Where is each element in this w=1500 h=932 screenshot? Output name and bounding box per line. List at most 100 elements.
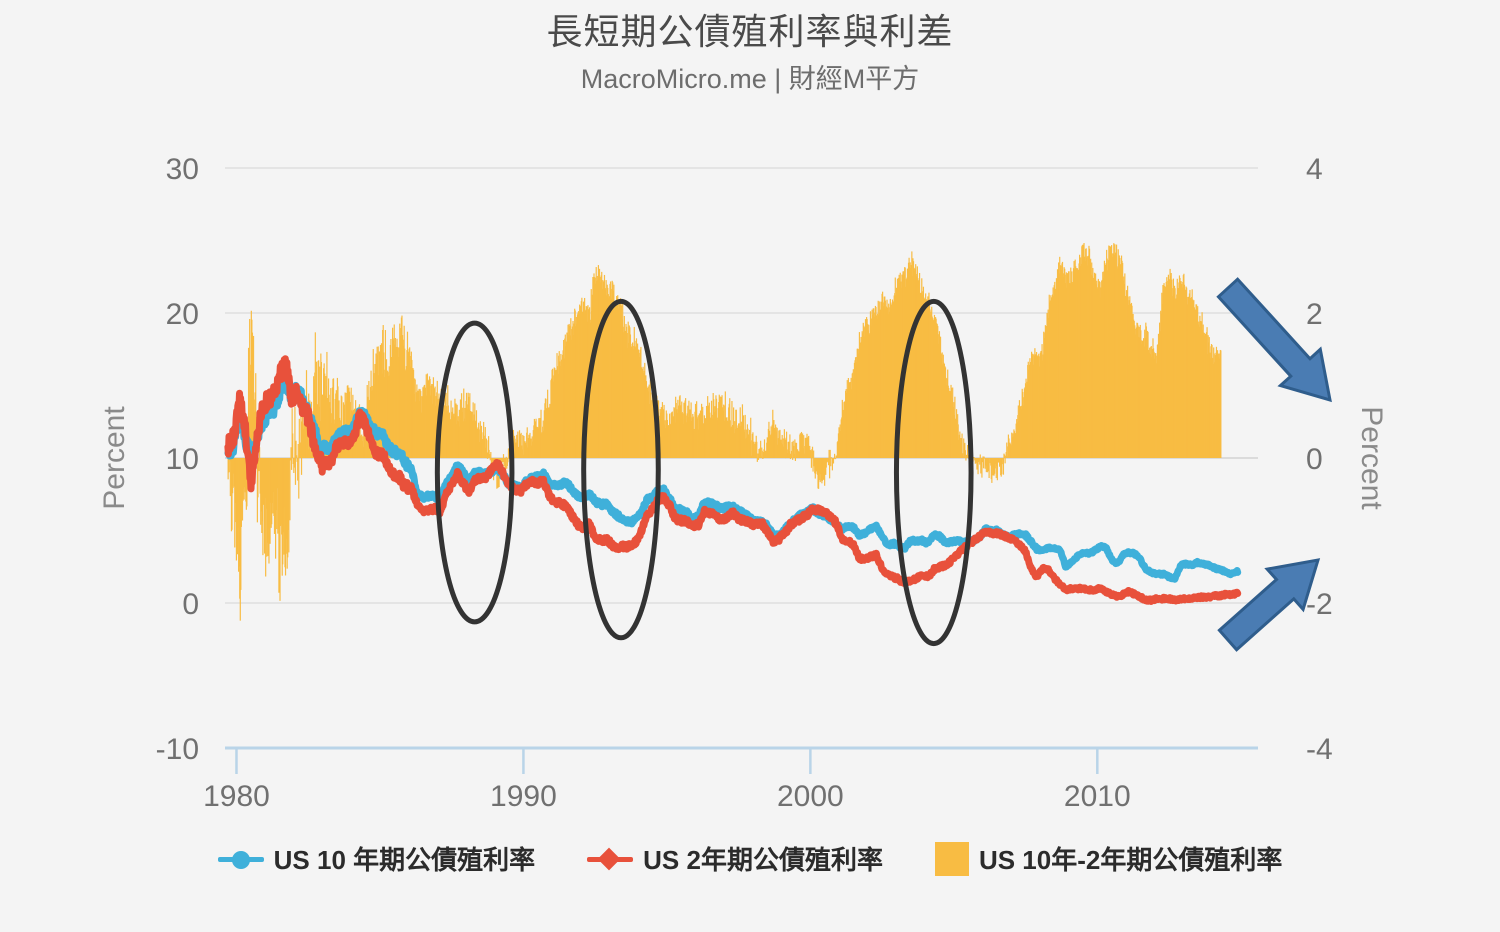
spread-bar — [791, 441, 793, 458]
spread-bar — [255, 373, 257, 458]
spread-bar — [988, 458, 990, 479]
chart-title: 長短期公債殖利率與利差 — [546, 11, 954, 52]
spread-bar — [262, 458, 264, 556]
spread-bar — [762, 458, 764, 459]
spread-bar — [263, 458, 266, 554]
spread-bar — [829, 458, 831, 479]
spread-bar — [289, 458, 291, 521]
spread-bar — [488, 449, 490, 458]
spread-bar — [528, 434, 530, 458]
spread-bar — [785, 431, 788, 458]
spread-bar — [526, 427, 528, 458]
chart-legend: US 10 年期公債殖利率 US 2年期公債殖利率 US 10年-2年期公債殖利… — [0, 840, 1500, 877]
spread-bar — [979, 454, 981, 458]
annotation-ellipse-inversion-2004 — [893, 298, 974, 647]
spread-bar — [808, 435, 810, 458]
spread-bar — [507, 448, 510, 458]
spread-bar — [817, 458, 820, 489]
spread-bar — [779, 429, 781, 458]
spread-bar — [830, 457, 832, 458]
spread-bar — [502, 454, 505, 458]
spread-bar — [485, 438, 487, 458]
spread-bar — [259, 447, 261, 458]
spread-bar — [750, 440, 752, 458]
x-tick-label-2010: 2010 — [1064, 780, 1131, 813]
spread-bar — [489, 458, 491, 461]
series-line-2y — [224, 355, 1242, 605]
spread-bar — [300, 392, 302, 458]
spread-bar — [292, 433, 294, 458]
spread-bar — [986, 458, 989, 473]
spread-bar — [794, 439, 796, 458]
spread-bar — [828, 449, 830, 458]
spread-bar — [983, 456, 985, 458]
spread-bar — [830, 458, 832, 467]
y-right-axis-title: Percent — [1355, 406, 1388, 510]
spread-bar — [964, 450, 966, 458]
spread-bar — [332, 378, 335, 458]
square-swatch-icon — [934, 841, 969, 876]
spread-bar — [252, 335, 255, 458]
spread-bar — [756, 441, 758, 458]
spread-bar — [540, 409, 542, 458]
spread-bar — [789, 458, 792, 460]
y-right-tick-label-2: 2 — [1306, 298, 1323, 331]
legend-label-10y: US 10 年期公債殖利率 — [273, 845, 536, 875]
spread-bar — [977, 458, 979, 475]
spread-bar — [752, 432, 754, 458]
series-spread-area — [227, 243, 1222, 621]
spread-bar — [501, 458, 503, 466]
spread-bar — [979, 458, 981, 465]
annotation-ellipse-steepening-1993 — [581, 298, 661, 641]
spread-bar — [1001, 458, 1003, 475]
spread-bar — [789, 434, 791, 458]
spread-bar — [486, 458, 489, 459]
spread-bar — [299, 442, 301, 458]
spread-bar — [776, 427, 778, 458]
spread-bar — [291, 458, 293, 470]
annotation-ellipse-inversion-1988 — [434, 320, 515, 625]
spread-bar — [488, 436, 490, 458]
spread-bar — [288, 458, 290, 553]
spread-bar — [810, 458, 813, 468]
spread-bar — [273, 458, 276, 534]
spread-bar — [1002, 458, 1005, 475]
spread-bar — [297, 458, 299, 481]
y-left-tick-label-30: 30 — [166, 153, 199, 186]
spread-bar — [803, 446, 805, 458]
spread-bar — [744, 414, 746, 458]
series-line-10y — [224, 374, 1242, 583]
spread-bar — [981, 458, 983, 478]
spread-bar — [994, 458, 996, 474]
spread-bar — [478, 422, 480, 458]
spread-bar — [961, 433, 963, 458]
spread-bar — [522, 434, 524, 458]
legend-item-10y[interactable]: US 10 年期公債殖利率 — [217, 840, 536, 877]
spread-bar — [291, 408, 293, 458]
spread-bar — [279, 458, 281, 601]
spread-bar — [1006, 442, 1008, 458]
spread-bar — [761, 450, 763, 458]
spread-bar — [826, 458, 828, 463]
line-circle-marker-icon — [217, 846, 264, 872]
y-right-tick-label--4: -4 — [1306, 733, 1333, 766]
y-left-axis-title: Percent — [98, 406, 131, 510]
spread-bar — [290, 447, 292, 458]
spread-bar — [294, 406, 296, 458]
spread-bar — [827, 458, 830, 466]
x-tick-label-1990: 1990 — [490, 780, 557, 813]
spread-bar — [982, 456, 984, 458]
spread-bar — [966, 444, 969, 458]
spread-bar — [1008, 438, 1010, 458]
spread-bar — [995, 458, 997, 479]
spread-bar — [293, 458, 295, 468]
legend-item-spread[interactable]: US 10年-2年期公債殖利率 — [934, 840, 1282, 877]
spread-bar — [996, 458, 998, 481]
line-diamond-marker-icon — [587, 846, 634, 872]
spread-bar — [992, 458, 994, 476]
legend-item-2y[interactable]: US 2年期公債殖利率 — [587, 840, 883, 877]
y-left-tick-label-10: 10 — [166, 443, 199, 476]
spread-bar — [965, 458, 967, 461]
title-block: 長短期公債殖利率與利差 MacroMicro.me | 財經M平方 — [0, 8, 1500, 102]
